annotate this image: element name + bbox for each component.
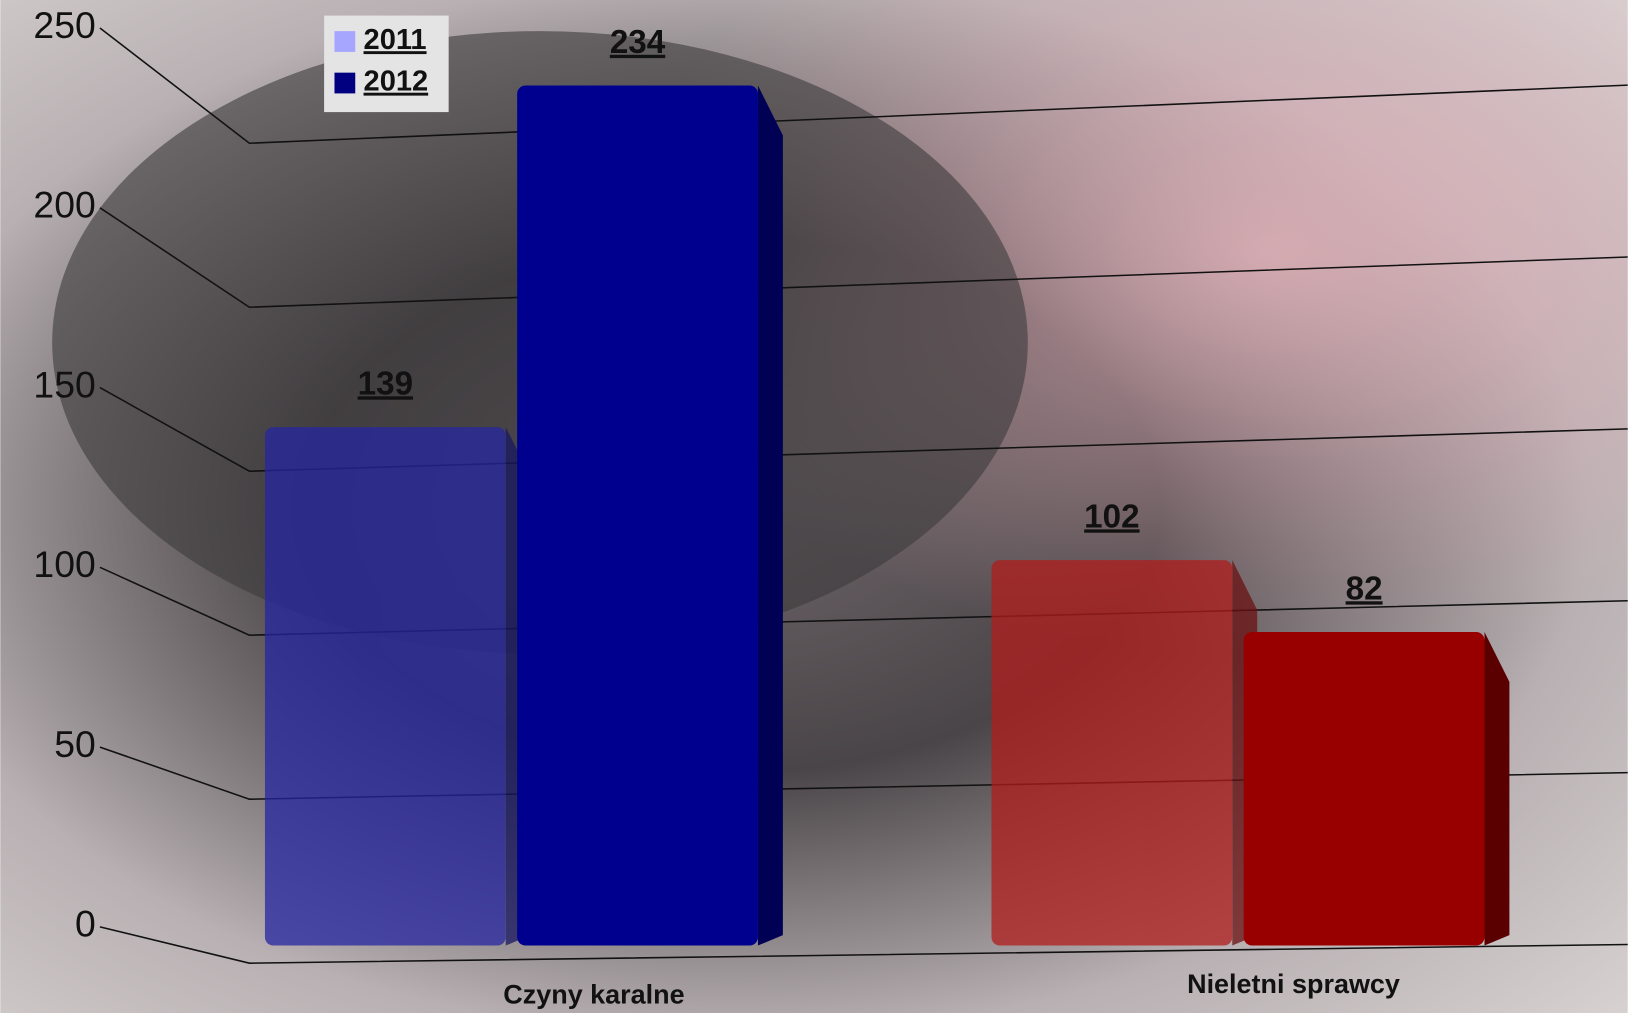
legend-swatch bbox=[334, 31, 355, 52]
y-tick-label: 250 bbox=[33, 4, 95, 46]
legend-swatch bbox=[334, 73, 355, 94]
bar-front bbox=[991, 560, 1232, 945]
legend: 2011 2012 bbox=[324, 16, 449, 113]
bar-side bbox=[758, 86, 783, 946]
bar-side bbox=[1484, 632, 1509, 945]
x-tick-label: Nieletni sprawcy bbox=[1187, 969, 1400, 999]
bar bbox=[991, 560, 1257, 945]
chart: 0 50 100 150 200 250 139 234 Czyny karalne 102 82 N… bbox=[0, 0, 1628, 1013]
y-tick-label: 50 bbox=[54, 723, 96, 765]
value-label: 82 bbox=[1346, 570, 1383, 607]
y-tick-label: 0 bbox=[75, 903, 96, 945]
value-label: 102 bbox=[1084, 498, 1139, 535]
legend-label: 2012 bbox=[364, 66, 429, 98]
value-label: 139 bbox=[358, 365, 413, 402]
bar-front bbox=[265, 427, 506, 945]
bar-front bbox=[1244, 632, 1485, 945]
bar bbox=[265, 427, 531, 945]
bar-front bbox=[517, 86, 758, 946]
y-tick-label: 150 bbox=[33, 363, 95, 405]
value-label: 234 bbox=[610, 24, 666, 61]
y-tick-label: 100 bbox=[33, 543, 95, 585]
bar bbox=[1244, 632, 1510, 945]
bar bbox=[517, 86, 783, 946]
y-tick-label: 200 bbox=[33, 184, 95, 226]
x-tick-label: Czyny karalne bbox=[503, 980, 684, 1010]
legend-label: 2011 bbox=[364, 24, 427, 56]
